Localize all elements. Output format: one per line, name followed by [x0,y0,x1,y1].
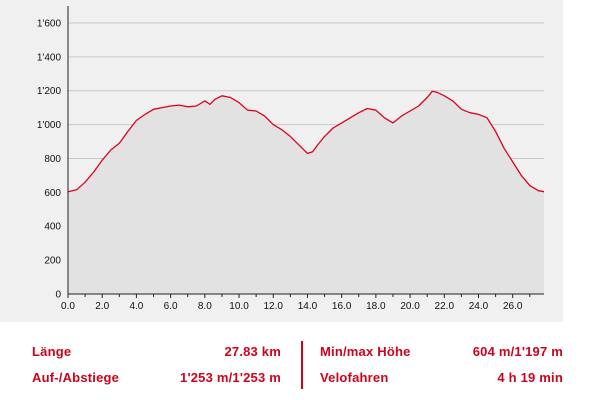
y-tick-label: 1'600 [37,18,62,29]
x-tick-label: 26.0 [503,301,523,312]
elevation-line [67,90,545,193]
x-tick-label: 20.0 [400,301,420,312]
y-tick-label: 400 [44,222,61,233]
x-tick-label: 22.0 [435,301,455,312]
mode-value: 4 h 19 min [497,370,563,385]
y-tick-label: 800 [44,154,61,165]
x-tick-label: 16.0 [332,301,352,312]
y-tick-label: 200 [44,256,61,267]
stats-divider [301,341,303,389]
x-tick-label: 6.0 [164,301,178,312]
minmax-label: Min/max Höhe [320,344,411,359]
x-tick-label: 0.0 [61,301,75,312]
x-tick-label: 14.0 [298,301,318,312]
length-label: Länge [32,344,72,359]
ascent-value: 1'253 m/1'253 m [180,370,281,385]
x-tick-label: 8.0 [198,301,212,312]
route-stats: Länge 27.83 km Auf-/Abstiege 1'253 m/1'2… [0,336,593,400]
y-tick-label: 1'000 [37,120,62,131]
minmax-value: 604 m/1'197 m [472,344,563,359]
ascent-label: Auf-/Abstiege [32,370,120,385]
x-tick-label: 24.0 [469,301,489,312]
elevation-profile-chart: 0 200 400 600 800 1'000 1'200 1'400 1'600 0.0 2.0 4… [37,6,545,312]
x-tick-label: 4.0 [129,301,143,312]
y-tick-label: 0 [55,290,61,301]
y-tick-label: 1'200 [37,86,62,97]
x-tick-label: 2.0 [95,301,109,312]
y-tick-label: 600 [44,188,61,199]
mode-label: Velofahren [320,370,389,385]
x-tick-label: 18.0 [366,301,386,312]
y-tick-label: 1'400 [37,52,62,63]
x-tick-label: 10.0 [229,301,249,312]
elevation-area [68,91,544,294]
length-value: 27.83 km [224,344,281,359]
chart-panel: 0 200 400 600 800 1'000 1'200 1'400 1'600 0.0 2.0 4… [0,0,563,322]
x-tick-label: 12.0 [264,301,284,312]
